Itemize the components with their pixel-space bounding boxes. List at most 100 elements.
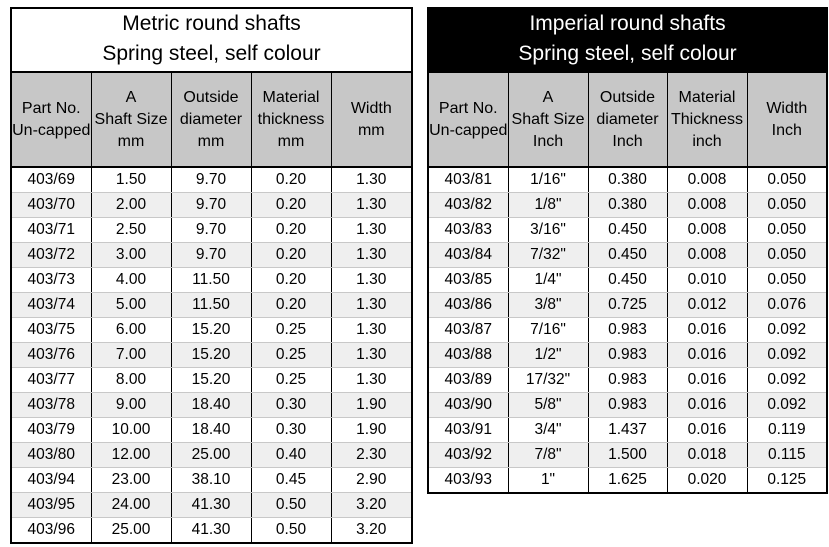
imperial-table-cell: 403/89 [427, 367, 509, 393]
imperial-table-cell: 403/82 [427, 192, 509, 218]
metric-column-header: Outside diameter mm [170, 71, 252, 168]
metric-table-cell: 0.20 [250, 242, 332, 268]
imperial-table-cell: 0.008 [666, 242, 748, 268]
metric-column-header-line: Shaft Size [94, 110, 168, 128]
imperial-table-cell: 403/93 [427, 467, 509, 494]
metric-column-header-line: Un-capped [12, 121, 91, 139]
metric-table-cell: 1.30 [330, 342, 413, 368]
imperial-table-cell: 403/91 [427, 417, 509, 443]
imperial-title-line2: Spring steel, self colour [428, 39, 828, 72]
metric-table-cell: 8.00 [90, 367, 172, 393]
metric-table-cell: 0.25 [250, 342, 332, 368]
imperial-title-line1: Imperial round shafts [428, 8, 828, 39]
metric-table-cell: 403/72 [10, 242, 92, 268]
metric-table-cell: 403/79 [10, 417, 92, 443]
imperial-table-cell: 0.008 [666, 217, 748, 243]
metric-table-row: 403/76 7.00 15.20 0.25 1.30 [10, 342, 413, 368]
metric-table-cell: 38.10 [170, 467, 252, 493]
imperial-table-row: 403/82 1/8" 0.380 0.008 0.050 [427, 192, 828, 218]
metric-table-body: 403/69 1.50 9.70 0.20 1.30 403/70 2.00 9.70 0.20… [10, 167, 413, 544]
metric-table-cell: 11.50 [170, 267, 252, 293]
imperial-table-cell: 0.016 [666, 367, 748, 393]
metric-table-row: 403/80 12.00 25.00 0.40 2.30 [10, 442, 413, 468]
imperial-table-cell: 0.983 [587, 392, 668, 418]
metric-table-row: 403/77 8.00 15.20 0.25 1.30 [10, 367, 413, 393]
metric-table-cell: 3.20 [330, 517, 413, 544]
imperial-table-cell: 0.016 [666, 342, 748, 368]
imperial-table-cell: 1.437 [587, 417, 668, 443]
metric-table-row: 403/75 6.00 15.20 0.25 1.30 [10, 317, 413, 343]
metric-table-cell: 15.20 [170, 342, 252, 368]
metric-table-cell: 403/94 [10, 467, 92, 493]
imperial-table-cell: 0.450 [587, 242, 668, 268]
imperial-table-cell: 403/84 [427, 242, 509, 268]
metric-table-cell: 18.40 [170, 392, 252, 418]
imperial-table-cell: 0.012 [666, 292, 748, 318]
metric-column-header: A Shaft Size mm [90, 71, 172, 168]
imperial-table-row: 403/93 1" 1.625 0.020 0.125 [427, 467, 828, 494]
imperial-table-cell: 0.076 [746, 292, 828, 318]
imperial-column-header-line: A [542, 88, 554, 106]
imperial-table-cell: 5/8" [507, 392, 589, 418]
imperial-column-header-line: Inch [771, 121, 802, 139]
metric-table-cell: 2.30 [330, 442, 413, 468]
imperial-table-cell: 0.050 [746, 267, 828, 293]
metric-table-cell: 0.20 [250, 292, 332, 318]
imperial-table-cell: 0.983 [587, 317, 668, 343]
metric-column-header-line: A [125, 88, 137, 106]
metric-table-cell: 15.20 [170, 317, 252, 343]
metric-table-row: 403/69 1.50 9.70 0.20 1.30 [10, 167, 413, 193]
metric-table-cell: 9.70 [170, 242, 252, 268]
imperial-table-cell: 3/8" [507, 292, 589, 318]
imperial-column-header-line: Un-capped [429, 121, 508, 139]
metric-table-row: 403/74 5.00 11.50 0.20 1.30 [10, 292, 413, 318]
imperial-table-cell: 0.020 [666, 467, 748, 494]
metric-table-cell: 1.50 [90, 167, 172, 193]
imperial-table-cell: 0.125 [746, 467, 828, 494]
metric-table-row: 403/94 23.00 38.10 0.45 2.90 [10, 467, 413, 493]
imperial-column-header-line: Inch [532, 132, 564, 150]
metric-table-cell: 403/70 [10, 192, 92, 218]
metric-table-cell: 3.00 [90, 242, 172, 268]
metric-table-cell: 9.00 [90, 392, 172, 418]
metric-column-header-line: mm [277, 132, 305, 150]
metric-table-row: 403/71 2.50 9.70 0.20 1.30 [10, 217, 413, 243]
metric-table-cell: 10.00 [90, 417, 172, 443]
imperial-table-cell: 0.016 [666, 392, 748, 418]
metric-column-header: Width mm [330, 71, 413, 168]
metric-column-header: Material thickness mm [250, 71, 332, 168]
metric-table-cell: 403/77 [10, 367, 92, 393]
metric-table-cell: 0.30 [250, 417, 332, 443]
imperial-table-row: 403/90 5/8" 0.983 0.016 0.092 [427, 392, 828, 418]
imperial-table-row: 403/84 7/32" 0.450 0.008 0.050 [427, 242, 828, 268]
metric-title-line1: Metric round shafts [122, 12, 301, 35]
metric-table-cell: 25.00 [170, 442, 252, 468]
metric-table-cell: 0.45 [250, 467, 332, 493]
imperial-table-row: 403/91 3/4" 1.437 0.016 0.119 [427, 417, 828, 443]
metric-table-row: 403/73 4.00 11.50 0.20 1.30 [10, 267, 413, 293]
metric-table-cell: 1.30 [330, 317, 413, 343]
imperial-table-cell: 3/16" [507, 217, 589, 243]
metric-table-cell: 18.40 [170, 417, 252, 443]
metric-table-cell: 23.00 [90, 467, 172, 493]
metric-column-header-line: mm [357, 121, 385, 139]
imperial-column-header-line: Part No. [438, 99, 498, 117]
metric-table-cell: 403/76 [10, 342, 92, 368]
metric-table-row: 403/79 10.00 18.40 0.30 1.90 [10, 417, 413, 443]
imperial-table-cell: 403/92 [427, 442, 509, 468]
imperial-table-cell: 0.016 [666, 417, 748, 443]
imperial-table-cell: 403/81 [427, 167, 509, 193]
metric-table-cell: 24.00 [90, 492, 172, 518]
metric-table-cell: 0.20 [250, 192, 332, 218]
imperial-table-row: 403/86 3/8" 0.725 0.012 0.076 [427, 292, 828, 318]
imperial-table-body: 403/81 1/16" 0.380 0.008 0.050 403/82 1/8" 0.38… [427, 167, 828, 494]
imperial-table-row: 403/83 3/16" 0.450 0.008 0.050 [427, 217, 828, 243]
imperial-table-cell: 403/87 [427, 317, 509, 343]
imperial-table-cell: 0.050 [746, 217, 828, 243]
metric-column-header-line: mm [197, 132, 225, 150]
imperial-table-cell: 1/4" [507, 267, 589, 293]
metric-table-cell: 9.70 [170, 217, 252, 243]
metric-table-cell: 0.25 [250, 367, 332, 393]
metric-column-header-line: diameter [179, 110, 243, 128]
metric-table-cell: 6.00 [90, 317, 172, 343]
